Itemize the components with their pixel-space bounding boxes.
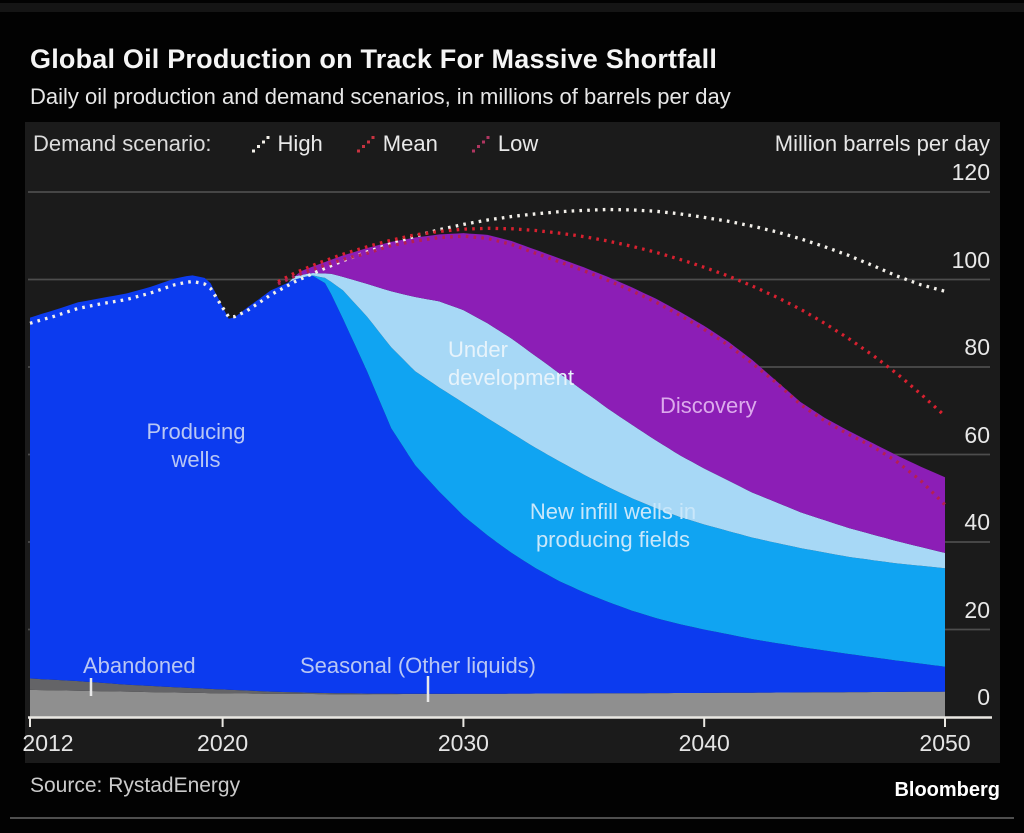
legend: Demand scenario: High Mean Low <box>33 131 538 157</box>
top-strip <box>0 3 1024 12</box>
y-axis-units-label: Million barrels per day <box>774 131 990 156</box>
seasonal-label: Seasonal (Other liquids) <box>300 653 537 678</box>
line-mean-demand <box>277 226 947 418</box>
legend-marker-mean-dotted-icon <box>356 136 375 153</box>
y-tick-label-40: 40 <box>964 509 990 535</box>
y-tick-label-20: 20 <box>964 596 990 623</box>
y-tick-label-100: 100 <box>951 246 990 273</box>
bottom-divider <box>10 817 1014 819</box>
legend-item-high: High <box>250 131 323 157</box>
y-tick-label-60: 60 <box>964 421 990 448</box>
x-tick-label-2050: 2050 <box>919 730 971 756</box>
x-tick-label-2040: 2040 <box>678 730 730 756</box>
legend-item-mean: Mean <box>355 131 438 157</box>
x-tick-label-2012: 2012 <box>22 730 74 756</box>
page-subtitle: Daily oil production and demand scenario… <box>30 84 731 109</box>
producing-wells-label: Producing wells <box>146 419 246 472</box>
legend-marker-low-dotted-icon <box>471 136 490 153</box>
y-tick-label-80: 80 <box>964 334 990 360</box>
y-tick-label-0: 0 <box>977 684 990 710</box>
source-credit: Source: RystadEnergy <box>30 774 241 797</box>
new-infill-label: New infill wells in producing fields <box>529 499 697 552</box>
band-under_dev <box>30 273 945 569</box>
x-tick-label-2030: 2030 <box>437 730 489 756</box>
band-seasonal <box>30 689 945 717</box>
band-infill <box>30 275 945 667</box>
legend-marker-high-dotted-icon <box>251 136 270 153</box>
page-title: Global Oil Production on Track For Massi… <box>30 44 718 74</box>
abandoned-label: Abandoned <box>83 653 196 678</box>
band-discovery <box>30 233 945 553</box>
legend-label-low: Low <box>497 131 539 156</box>
legend-title: Demand scenario: <box>33 131 212 156</box>
legend-label-high: High <box>277 131 323 156</box>
under-development-label: Under development <box>448 337 574 390</box>
discovery-label: Discovery <box>660 393 757 418</box>
legend-item-low: Low <box>470 131 538 157</box>
bloomberg-logo: Bloomberg <box>894 779 1000 801</box>
x-tick-label-2020: 2020 <box>197 730 249 756</box>
y-tick-label-120: 120 <box>951 159 990 185</box>
line-low-demand <box>277 234 947 506</box>
legend-label-mean: Mean <box>382 131 438 156</box>
line-high-demand <box>29 207 946 325</box>
band-producing <box>30 275 945 694</box>
